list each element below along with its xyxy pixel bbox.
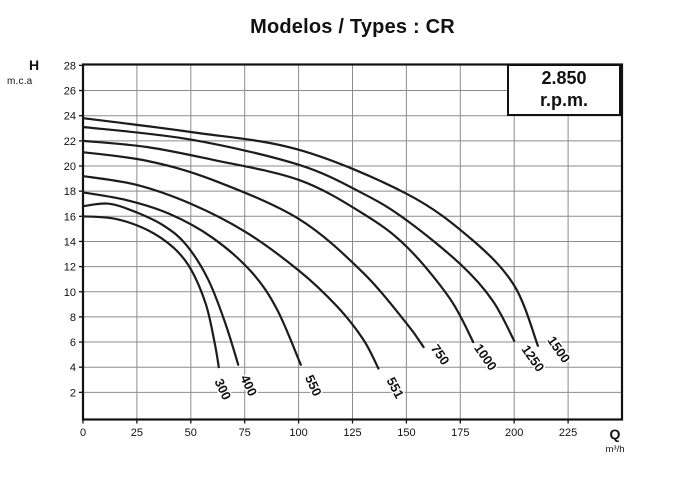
curve-1250	[81, 125, 516, 342]
x-tick-label: 25	[131, 427, 143, 439]
x-tick-label: 125	[343, 427, 361, 439]
x-tick-label: 100	[289, 427, 307, 439]
y-tick-label: 14	[64, 236, 76, 248]
curve-label-750: 750	[428, 341, 453, 367]
y-tick-label: 20	[64, 161, 76, 173]
chart-title: Modelos / Types : CR	[250, 16, 455, 38]
curve-label-400: 400	[237, 372, 260, 398]
x-tick-label: 225	[559, 427, 577, 439]
curve-label-551: 551	[384, 375, 407, 401]
y-tick-label: 10	[64, 287, 76, 299]
x-tick-label: 50	[185, 427, 197, 439]
y-tick-label: 8	[70, 312, 76, 324]
curve-label-550: 550	[302, 372, 325, 398]
curve-400	[81, 202, 240, 366]
y-axis-label: H	[28, 57, 40, 73]
curve-label-1000: 1000	[471, 341, 500, 373]
y-tick-label: 16	[64, 211, 76, 223]
curve-label-1500: 1500	[544, 333, 573, 365]
curve-300	[81, 215, 220, 369]
curve-label-300: 300	[212, 376, 235, 402]
y-tick-label: 12	[64, 262, 76, 274]
y-tick-label: 2	[70, 387, 76, 399]
curve-1000	[81, 139, 475, 344]
x-tick-label: 75	[239, 427, 251, 439]
x-axis-unit: m³/h	[605, 444, 625, 455]
rpm-unit: r.p.m.	[539, 90, 588, 110]
curve-label-1250: 1250	[519, 342, 548, 374]
y-tick-label: 26	[64, 86, 76, 98]
x-tick-label: 0	[80, 427, 86, 439]
x-tick-label: 175	[451, 427, 469, 439]
y-tick-label: 18	[64, 186, 76, 198]
y-tick-label: 22	[64, 136, 76, 148]
x-tick-label: 200	[505, 427, 523, 439]
x-axis-label: Q	[609, 426, 621, 442]
y-tick-label: 4	[70, 362, 76, 374]
y-axis-unit: m.c.a	[7, 76, 33, 87]
curve-550	[81, 191, 302, 366]
y-tick-label: 6	[70, 337, 76, 349]
rpm-value: 2.850	[541, 68, 587, 89]
y-tick-label: 28	[64, 60, 76, 72]
curve-551	[81, 175, 380, 370]
y-tick-label: 24	[64, 111, 76, 123]
x-tick-label: 150	[397, 427, 415, 439]
curve-750	[81, 151, 425, 349]
rpm-badge: 2.850 r.p.m.	[507, 64, 621, 116]
curve-1500	[81, 117, 539, 347]
